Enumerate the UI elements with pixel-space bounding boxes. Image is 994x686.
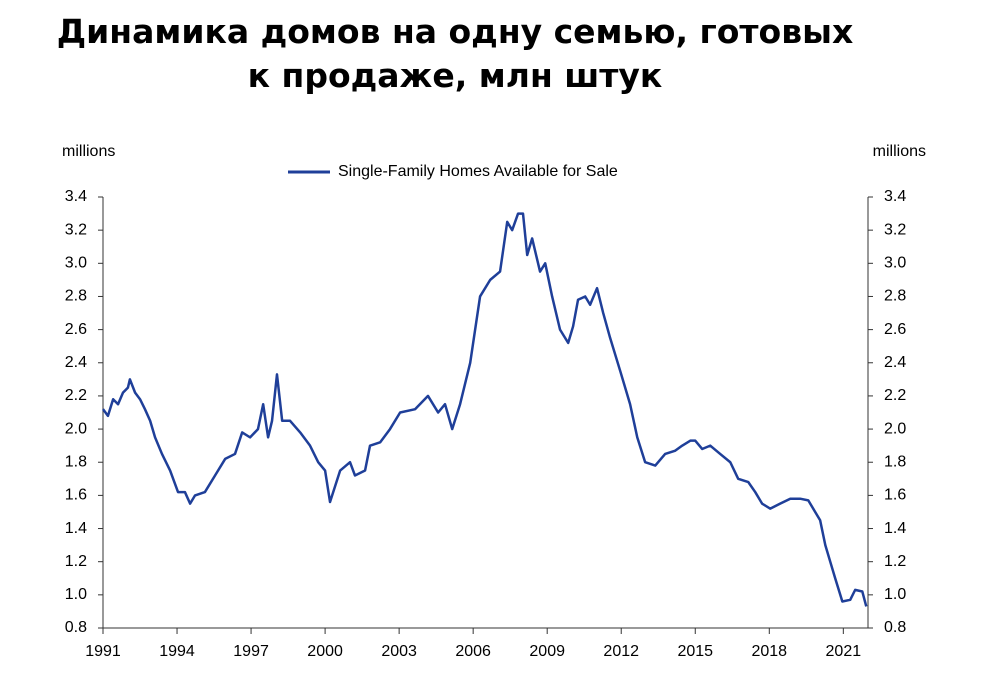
x-tick-label: 1994 [159,643,195,660]
y-tick-label: 1.8 [65,453,87,470]
y2-tick-label: 2.0 [884,420,906,437]
y-tick-label: 3.2 [65,221,87,238]
y-tick-label: 1.2 [65,553,87,570]
y-tick-label: 2.4 [65,354,87,371]
y2-tick-label: 3.4 [884,188,906,205]
x-tick-label: 2009 [529,643,565,660]
data-line [101,212,868,607]
y2-axis-label: millions [873,143,926,160]
y-tick-label: 3.4 [65,188,87,205]
y-tick-label: 2.8 [65,288,87,305]
y2-tick-label: 1.0 [884,586,906,603]
y2-tick-label: 2.4 [884,354,906,371]
x-tick-label: 2000 [307,643,343,660]
y-tick-label: 2.2 [65,387,87,404]
y-tick-label: 1.6 [65,487,87,504]
chart-title: Динамика домов на одну семью, готовых к … [56,12,854,95]
y-tick-label: 0.8 [65,619,87,636]
x-tick-label: 2012 [603,643,639,660]
y2-tick-label: 2.8 [884,288,906,305]
x-tick-label: 1991 [85,643,121,660]
x-tick-label: 2021 [826,643,862,660]
x-tick-label: 2003 [381,643,417,660]
x-tick-label: 2006 [455,643,491,660]
x-tick-label: 2018 [751,643,787,660]
x-tick-label: 2015 [677,643,713,660]
y2-tick-label: 2.6 [884,321,906,338]
y2-tick-label: 2.2 [884,387,906,404]
y2-tick-label: 0.8 [884,619,906,636]
x-tick-label: 1997 [233,643,269,660]
y2-tick-label: 3.0 [884,255,906,272]
y2-tick-label: 1.4 [884,520,906,537]
legend-label: Single-Family Homes Available for Sale [338,163,618,180]
y-tick-label: 2.6 [65,321,87,338]
y-tick-label: 2.0 [65,420,87,437]
y-tick-label: 1.4 [65,520,87,537]
y2-tick-label: 1.2 [884,553,906,570]
y-axis-label: millions [62,143,115,160]
y-tick-label: 3.0 [65,255,87,272]
y2-tick-label: 1.8 [884,453,906,470]
y2-tick-label: 1.6 [884,487,906,504]
y-tick-label: 1.0 [65,586,87,603]
y2-tick-label: 3.2 [884,221,906,238]
